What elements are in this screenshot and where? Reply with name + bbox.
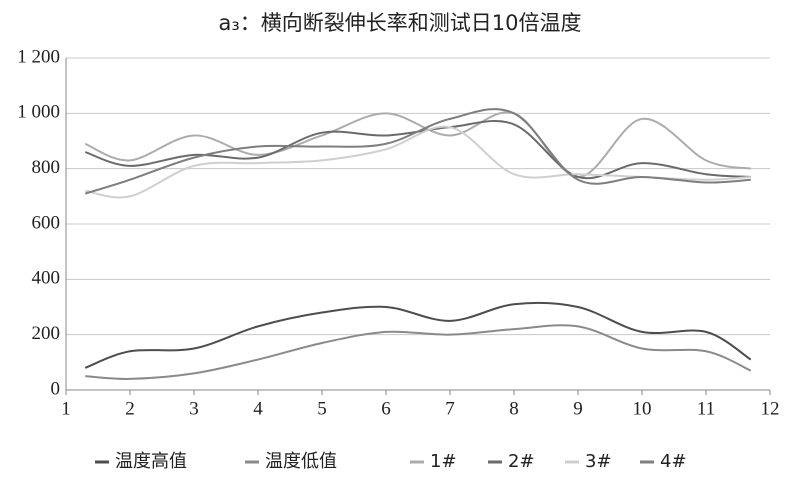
legend-label: 温度低值 xyxy=(265,451,337,472)
chart-title: a₃：横向断裂伸长率和测试日10倍温度 xyxy=(218,11,581,35)
x-tick-label: 12 xyxy=(761,398,780,419)
series-line xyxy=(84,120,751,180)
x-tick-label: 8 xyxy=(509,398,519,419)
y-tick-label: 200 xyxy=(32,323,61,344)
series-line xyxy=(84,301,752,369)
x-tick-label: 4 xyxy=(253,398,263,419)
y-tick-label: 1 000 xyxy=(17,102,60,123)
series-line xyxy=(85,324,752,380)
legend-label: 4# xyxy=(660,451,687,472)
series-line xyxy=(84,111,751,178)
x-tick-label: 11 xyxy=(697,398,715,419)
x-tick-label: 6 xyxy=(381,398,391,419)
y-tick-label: 1 200 xyxy=(17,46,60,67)
x-tick-label: 5 xyxy=(317,398,327,419)
x-tick-label: 3 xyxy=(189,398,199,419)
x-tick-label: 2 xyxy=(125,398,135,419)
legend-label: 温度高值 xyxy=(115,451,187,472)
x-tick-label: 9 xyxy=(573,398,583,419)
y-tick-label: 800 xyxy=(32,157,61,178)
x-tick-label: 1 xyxy=(61,398,71,419)
y-tick-label: 0 xyxy=(51,378,61,399)
y-tick-label: 600 xyxy=(32,212,61,233)
y-tick-label: 400 xyxy=(32,268,61,289)
x-tick-label: 10 xyxy=(633,398,652,419)
legend-label: 2# xyxy=(508,451,535,472)
x-tick-label: 7 xyxy=(445,398,455,419)
legend-label: 1# xyxy=(430,451,457,472)
legend-label: 3# xyxy=(585,451,612,472)
series-line xyxy=(84,108,751,195)
